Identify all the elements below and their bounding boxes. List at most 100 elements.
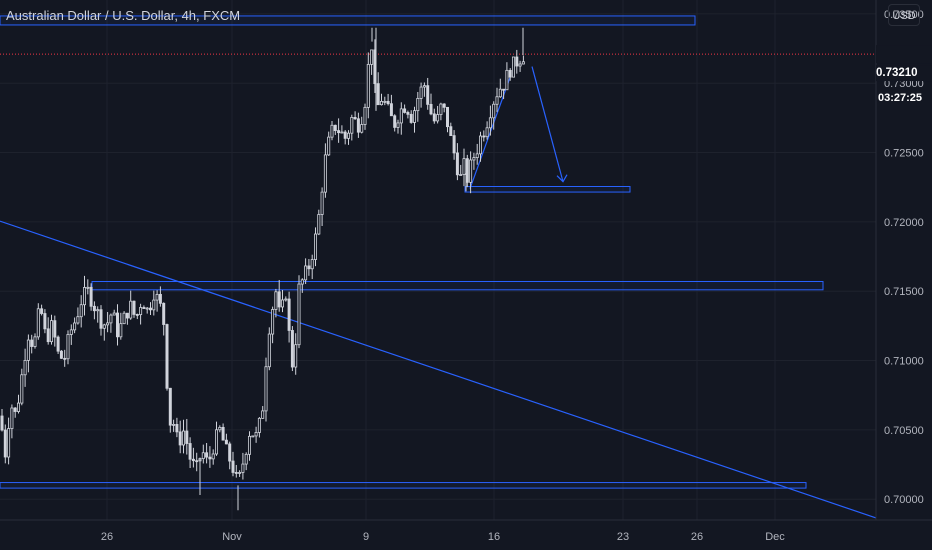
candle-body xyxy=(172,424,176,426)
candle-body xyxy=(294,344,298,368)
candle-body xyxy=(247,435,251,455)
candle-body xyxy=(277,291,281,308)
candle-body xyxy=(403,108,407,113)
candle-body xyxy=(181,430,185,446)
candle-body xyxy=(231,460,235,473)
candle-body xyxy=(76,316,80,324)
candle-body xyxy=(469,159,473,183)
price-tick-label: 0.70000 xyxy=(884,494,924,506)
candle-body xyxy=(205,452,209,458)
candle-body xyxy=(271,309,275,335)
candle-body xyxy=(238,472,242,474)
candle-body xyxy=(122,312,126,325)
candle-body xyxy=(56,336,60,352)
candle-body xyxy=(33,336,37,347)
candle-body xyxy=(383,100,387,103)
candle-body xyxy=(142,307,146,309)
candle-body xyxy=(244,453,248,465)
candle-body xyxy=(3,429,7,458)
candle-body xyxy=(304,265,308,281)
candle-body xyxy=(343,131,347,139)
time-tick-label: Nov xyxy=(222,531,242,543)
candle-body xyxy=(284,298,288,301)
symbol-title: Australian Dollar / U.S. Dollar, 4h, FXC… xyxy=(6,8,241,23)
candle-body xyxy=(178,431,182,446)
candle-body xyxy=(327,136,331,156)
candle-body xyxy=(307,265,311,270)
candle-body xyxy=(370,49,374,65)
time-tick-label: 26 xyxy=(691,531,703,543)
price-tick-label: 0.71500 xyxy=(884,286,924,298)
candle-body xyxy=(429,103,433,115)
candle-body xyxy=(132,300,136,315)
candle-body xyxy=(393,115,397,128)
candle-body xyxy=(396,122,400,128)
candle-body xyxy=(96,309,100,312)
candle-body xyxy=(10,407,14,429)
candle-body xyxy=(16,402,20,412)
candle-body xyxy=(106,322,110,326)
candle-body xyxy=(92,305,96,312)
candle-body xyxy=(46,328,50,343)
candle-body xyxy=(7,428,11,458)
candle-body xyxy=(462,158,466,175)
candle-body xyxy=(152,299,156,311)
candle-body xyxy=(116,312,120,338)
candle-body xyxy=(317,214,321,235)
candle-body xyxy=(409,113,413,123)
candle-body xyxy=(360,124,364,133)
candlestick-series xyxy=(0,27,525,511)
candle-body xyxy=(264,366,268,412)
candle-body xyxy=(512,56,516,78)
resistance-zone xyxy=(0,15,696,26)
candle-body xyxy=(69,329,73,335)
candle-body xyxy=(26,339,30,361)
candle-body xyxy=(66,334,70,360)
candle-body xyxy=(287,298,291,331)
candle-body xyxy=(79,304,83,318)
forecast-arrowhead xyxy=(556,174,568,183)
candle-body xyxy=(63,357,67,360)
candle-body xyxy=(36,308,40,338)
support-zone xyxy=(0,482,807,489)
candle-body xyxy=(290,330,294,368)
candle-body xyxy=(350,117,354,134)
price-tick-label: 0.72500 xyxy=(884,148,924,160)
candle-body xyxy=(50,320,54,343)
time-tick-label: Dec xyxy=(765,531,785,543)
candle-body xyxy=(109,314,113,324)
candle-body xyxy=(148,307,152,311)
candle-body xyxy=(119,323,123,338)
candle-body xyxy=(99,309,103,329)
candle-body xyxy=(241,463,245,473)
bar-countdown: 03:27:25 xyxy=(878,92,923,104)
candle-body xyxy=(129,300,133,319)
candle-body xyxy=(337,130,341,134)
candle-body xyxy=(310,259,314,270)
currency-button[interactable]: USD xyxy=(888,4,920,26)
candle-body xyxy=(0,415,4,431)
candle-body xyxy=(30,339,34,347)
candle-body xyxy=(323,154,327,193)
candle-body xyxy=(363,106,367,125)
candle-body xyxy=(228,443,232,462)
candle-body xyxy=(320,191,324,215)
time-tick-label: 9 xyxy=(363,531,369,543)
candle-body xyxy=(459,174,463,176)
forecast-arrow xyxy=(531,66,564,182)
candle-body xyxy=(422,85,426,88)
candle-body xyxy=(442,103,446,108)
price-tick-label: 0.72000 xyxy=(884,217,924,229)
candle-body xyxy=(475,153,479,159)
current-price-label: 0.73210 xyxy=(876,67,918,79)
candle-body xyxy=(366,64,370,108)
candle-body xyxy=(333,124,337,131)
price-tick-label: 0.73500 xyxy=(884,9,924,21)
candle-body xyxy=(218,426,222,431)
time-tick-label: 26 xyxy=(101,531,113,543)
candle-body xyxy=(135,314,139,316)
candle-body xyxy=(214,429,218,455)
candle-body xyxy=(495,96,499,105)
candle-body xyxy=(261,410,265,419)
